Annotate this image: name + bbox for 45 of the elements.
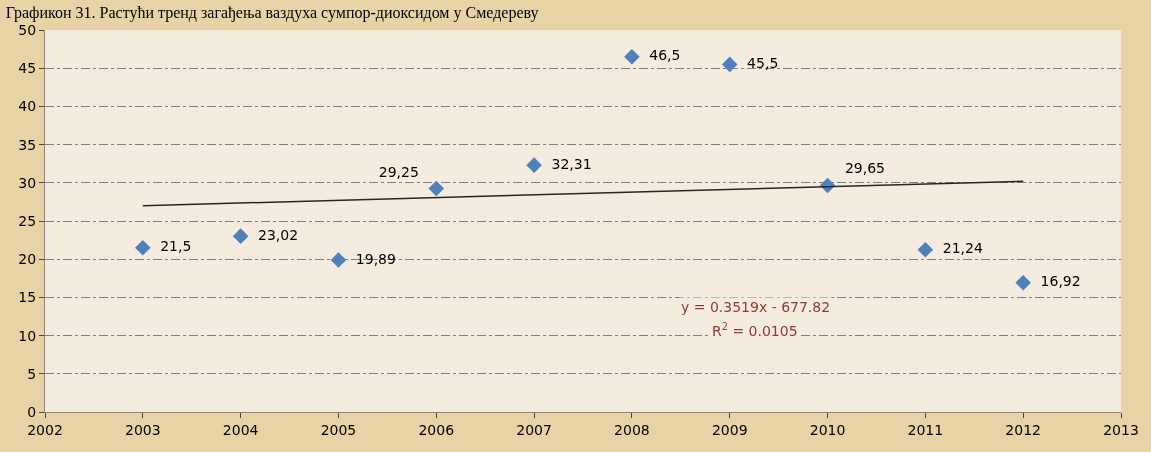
chart-title: Графикон 31. Растући тренд загађења ваздуха сумпор-диоксидом у Смедереву: [5, 3, 539, 22]
x-tick-label: 2007: [516, 421, 552, 438]
data-label: 21,5: [151, 238, 201, 255]
y-tick-label: 15: [18, 289, 37, 306]
x-tick-label: 2009: [711, 421, 748, 438]
y-tick-label: 40: [18, 98, 37, 115]
data-label: 23,02: [249, 226, 308, 243]
data-label: 16,92: [1031, 273, 1090, 290]
data-label: 32,31: [542, 155, 601, 172]
x-tick-label: 2012: [1005, 421, 1041, 438]
y-tick-label: 45: [18, 60, 37, 77]
x-tick-label: 2006: [418, 421, 455, 438]
data-label: 46,5: [640, 47, 690, 64]
y-tick-label: 5: [27, 365, 37, 382]
point: [917, 241, 934, 258]
data-label: 29,25: [369, 163, 428, 180]
y-tick-label: 35: [18, 136, 37, 153]
x-tick-label: 2010: [809, 421, 846, 438]
y-tick-label: 10: [18, 327, 37, 344]
y-tick-label: 30: [18, 174, 37, 191]
y-tick-label: 50: [18, 21, 37, 38]
data-label: 21,24: [933, 240, 992, 257]
annotation: y = 0.3519x - 677.82: [681, 299, 831, 315]
x-tick-label: 2008: [614, 421, 650, 438]
data-label: 45,5: [738, 54, 788, 71]
x-tick-label: 2011: [907, 421, 944, 438]
point: [721, 56, 738, 73]
y-tick-label: 0: [27, 403, 37, 420]
data-label: 29,65: [836, 160, 894, 177]
point: [624, 48, 640, 65]
point: [428, 180, 445, 197]
x-tick-label: 2013: [1103, 421, 1139, 438]
point: [526, 157, 542, 173]
point: [1015, 274, 1031, 291]
data-label: 19,89: [346, 250, 405, 267]
point: [330, 252, 347, 268]
x-tick-label: 2002: [27, 421, 63, 438]
x-tick-label: 2003: [125, 421, 161, 438]
y-tick-label: 20: [18, 251, 37, 268]
y-tick-label: 25: [18, 212, 37, 229]
point: [232, 228, 249, 244]
x-tick-label: 2005: [320, 421, 357, 438]
x-tick-label: 2004: [222, 421, 259, 438]
annotation: R$^{2}$ = 0.0105: [712, 321, 798, 339]
point: [135, 239, 151, 256]
